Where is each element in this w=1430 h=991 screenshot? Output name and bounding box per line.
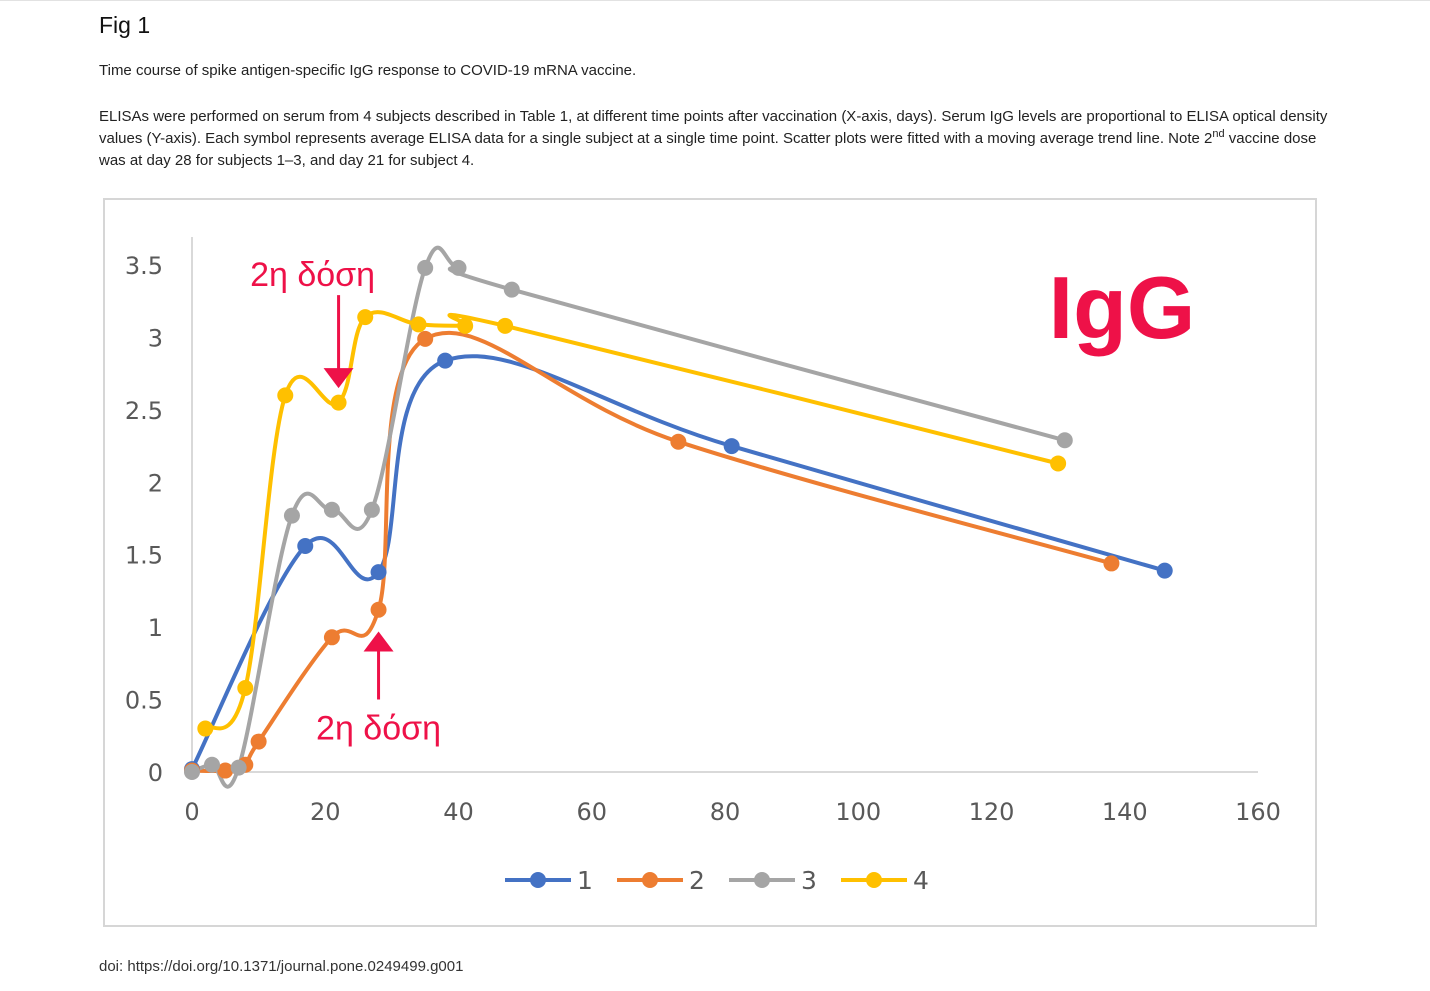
annotation-arrow-head bbox=[363, 631, 394, 652]
x-tick-label: 40 bbox=[443, 798, 474, 826]
series-2-point bbox=[670, 433, 687, 450]
series-1-point bbox=[370, 564, 387, 581]
series-3-point bbox=[184, 764, 200, 780]
series-4-point bbox=[277, 387, 294, 404]
annotation-arrow-head bbox=[323, 368, 354, 389]
series-2-point bbox=[323, 629, 340, 646]
legend-swatch-marker bbox=[866, 872, 882, 888]
series-3-point bbox=[230, 759, 247, 776]
legend-item-4: 4 bbox=[841, 866, 929, 895]
doi-link[interactable]: doi: https://doi.org/10.1371/journal.pon… bbox=[99, 958, 464, 975]
legend-label: 3 bbox=[801, 866, 817, 895]
series-2-point bbox=[1103, 555, 1120, 572]
caption-superscript: nd bbox=[1212, 128, 1225, 140]
legend-swatch-marker bbox=[530, 872, 546, 888]
legend-item-3: 3 bbox=[729, 866, 817, 895]
series-3-point bbox=[323, 501, 340, 518]
x-tick-label: 80 bbox=[710, 798, 741, 826]
legend-item-1: 1 bbox=[505, 866, 593, 895]
x-tick-label: 20 bbox=[310, 798, 341, 826]
y-tick-label: 2.5 bbox=[125, 397, 163, 425]
series-layer bbox=[184, 245, 1173, 789]
legend-label: 2 bbox=[689, 866, 705, 895]
series-4-point bbox=[457, 317, 474, 334]
series-2-point bbox=[370, 601, 387, 618]
series-4-point bbox=[497, 317, 514, 334]
y-tick-label: 3.5 bbox=[125, 252, 163, 280]
legend-label: 1 bbox=[577, 866, 593, 895]
series-3-point bbox=[417, 259, 434, 276]
series-4-point bbox=[237, 679, 254, 696]
caption-text-part2: vaccine dose was at day 28 for subjects … bbox=[99, 130, 1317, 169]
annotation-label-1: 2η δόση bbox=[250, 256, 375, 294]
caption-text-part1: ELISAs were performed on serum from 4 su… bbox=[99, 108, 1328, 147]
x-tick-label: 120 bbox=[969, 798, 1015, 826]
series-1-line bbox=[190, 354, 1167, 772]
annotations-layer: 2η δόση 2η δόση bbox=[250, 256, 441, 747]
y-tick-label: 0.5 bbox=[125, 687, 163, 715]
y-tick-label: 0 bbox=[148, 759, 163, 787]
series-1-point bbox=[297, 538, 314, 555]
series-4-point bbox=[357, 309, 374, 326]
series-2-point bbox=[417, 330, 434, 347]
series-4-point bbox=[1050, 455, 1067, 472]
legend-label: 4 bbox=[913, 866, 929, 895]
series-3-point bbox=[203, 756, 220, 773]
caption-body: ELISAs were performed on serum from 4 su… bbox=[99, 106, 1339, 172]
series-1-point bbox=[1156, 562, 1173, 579]
series-2-line bbox=[190, 331, 1114, 774]
series-1-point bbox=[437, 352, 454, 369]
y-tick-label: 1.5 bbox=[125, 542, 163, 570]
series-4-point bbox=[410, 316, 427, 333]
figure-title: Fig 1 bbox=[99, 12, 151, 38]
series-3-point bbox=[1056, 432, 1073, 449]
axes: 0 0.5 1 1.5 2 2.5 3 3.5 0 20 40 60 80 100 120 140 160 bbox=[125, 237, 1281, 826]
series-3-point bbox=[450, 259, 467, 276]
x-tick-label: 60 bbox=[576, 798, 607, 826]
x-tick-label: 0 bbox=[184, 798, 199, 826]
y-tick-label: 3 bbox=[148, 324, 163, 352]
series-2-point bbox=[250, 733, 267, 750]
x-tick-label: 100 bbox=[835, 798, 881, 826]
series-2-point bbox=[217, 762, 234, 779]
y-tick-label: 2 bbox=[148, 469, 163, 497]
legend: 1 2 3 4 bbox=[505, 866, 929, 895]
legend-item-2: 2 bbox=[617, 866, 705, 895]
x-tick-label: 140 bbox=[1102, 798, 1148, 826]
top-divider bbox=[0, 0, 1430, 1]
legend-swatch-marker bbox=[754, 872, 770, 888]
series-4-point bbox=[197, 720, 214, 737]
y-tick-label: 1 bbox=[148, 614, 163, 642]
x-tick-label: 160 bbox=[1235, 798, 1281, 826]
series-3-point bbox=[363, 501, 380, 518]
series-3-point bbox=[283, 507, 300, 524]
series-3-point bbox=[503, 281, 520, 298]
annotation-label-2: 2η δόση bbox=[316, 709, 441, 747]
caption-title: Time course of spike antigen-specific Ig… bbox=[99, 62, 637, 79]
series-4-point bbox=[330, 394, 347, 411]
legend-swatch-marker bbox=[642, 872, 658, 888]
series-1-point bbox=[723, 438, 740, 455]
chart-title: IgG bbox=[1049, 258, 1196, 357]
